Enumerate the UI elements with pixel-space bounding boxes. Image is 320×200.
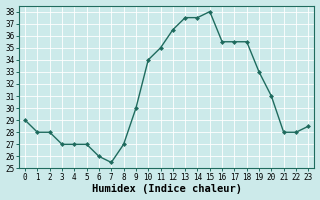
X-axis label: Humidex (Indice chaleur): Humidex (Indice chaleur) <box>92 184 242 194</box>
